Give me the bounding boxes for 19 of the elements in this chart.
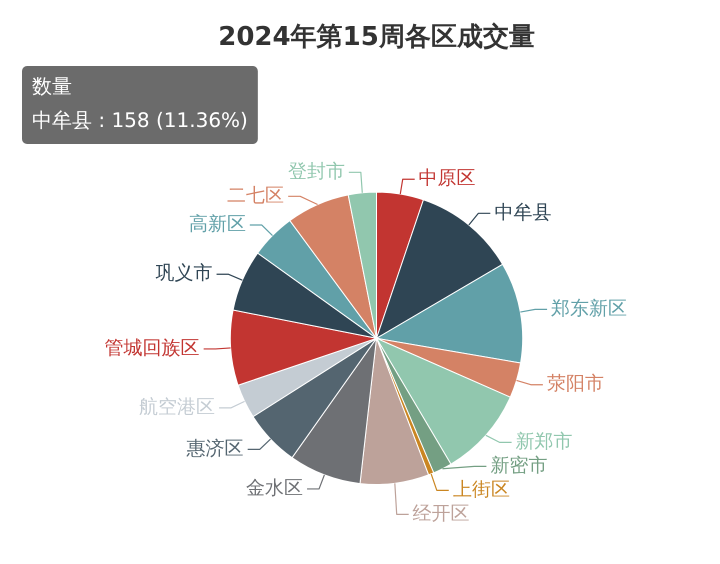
slice-label: 荥阳市 bbox=[546, 372, 604, 395]
slice-label: 巩义市 bbox=[156, 262, 213, 284]
text: 数量 bbox=[32, 74, 72, 98]
slice-label: 二七区 bbox=[227, 184, 284, 206]
slice-label: 新郑市 bbox=[516, 430, 573, 452]
slice-label: 中牟县 bbox=[494, 201, 552, 224]
slice-label: 金水区 bbox=[246, 476, 304, 499]
slice-label: 郑东新区 bbox=[551, 297, 628, 320]
slice-label: 经开区 bbox=[412, 502, 470, 524]
slice-label: 惠济区 bbox=[186, 437, 244, 460]
slice-label: 航空港区 bbox=[139, 396, 216, 418]
text: 中牟县 : 158 (11.36%) bbox=[32, 108, 248, 132]
slice-label: 上街区 bbox=[452, 478, 510, 500]
slice-label: 高新区 bbox=[188, 212, 246, 235]
slice-label: 管城回族区 bbox=[104, 336, 200, 359]
slice-label: 新密市 bbox=[490, 454, 548, 476]
slice-label: 中原区 bbox=[418, 167, 476, 190]
slice-label: 登封市 bbox=[288, 160, 345, 182]
chart-title: 2024年第15周各区成交量 bbox=[218, 22, 535, 52]
